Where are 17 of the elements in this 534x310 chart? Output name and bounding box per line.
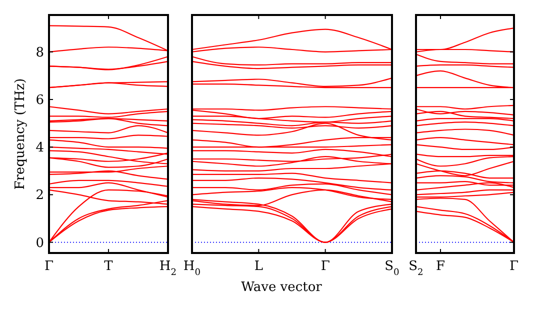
x-tick-label: Γ (509, 259, 519, 274)
x-tick-label: H$_{2}$ (159, 259, 177, 278)
x-tick-label: L (254, 259, 264, 274)
x-tick-label: H$_{0}$ (183, 259, 201, 278)
y-tick-label: 8 (36, 45, 44, 60)
x-tick-label: S$_{0}$ (384, 259, 400, 278)
x-tick-label: Γ (320, 259, 330, 274)
y-tick-label: 6 (36, 92, 44, 108)
x-tick-label: T (104, 259, 114, 274)
x-axis-title: Wave vector (241, 280, 323, 295)
x-tick-label: S$_{2}$ (408, 259, 424, 278)
y-axis-title: Frequency (THz) (13, 78, 28, 190)
x-tick-label: F (436, 259, 446, 274)
y-tick-label: 0 (36, 236, 44, 251)
y-tick-label: 4 (36, 140, 44, 156)
x-tick-label: Γ (44, 259, 54, 274)
y-tick-label: 2 (36, 188, 44, 204)
